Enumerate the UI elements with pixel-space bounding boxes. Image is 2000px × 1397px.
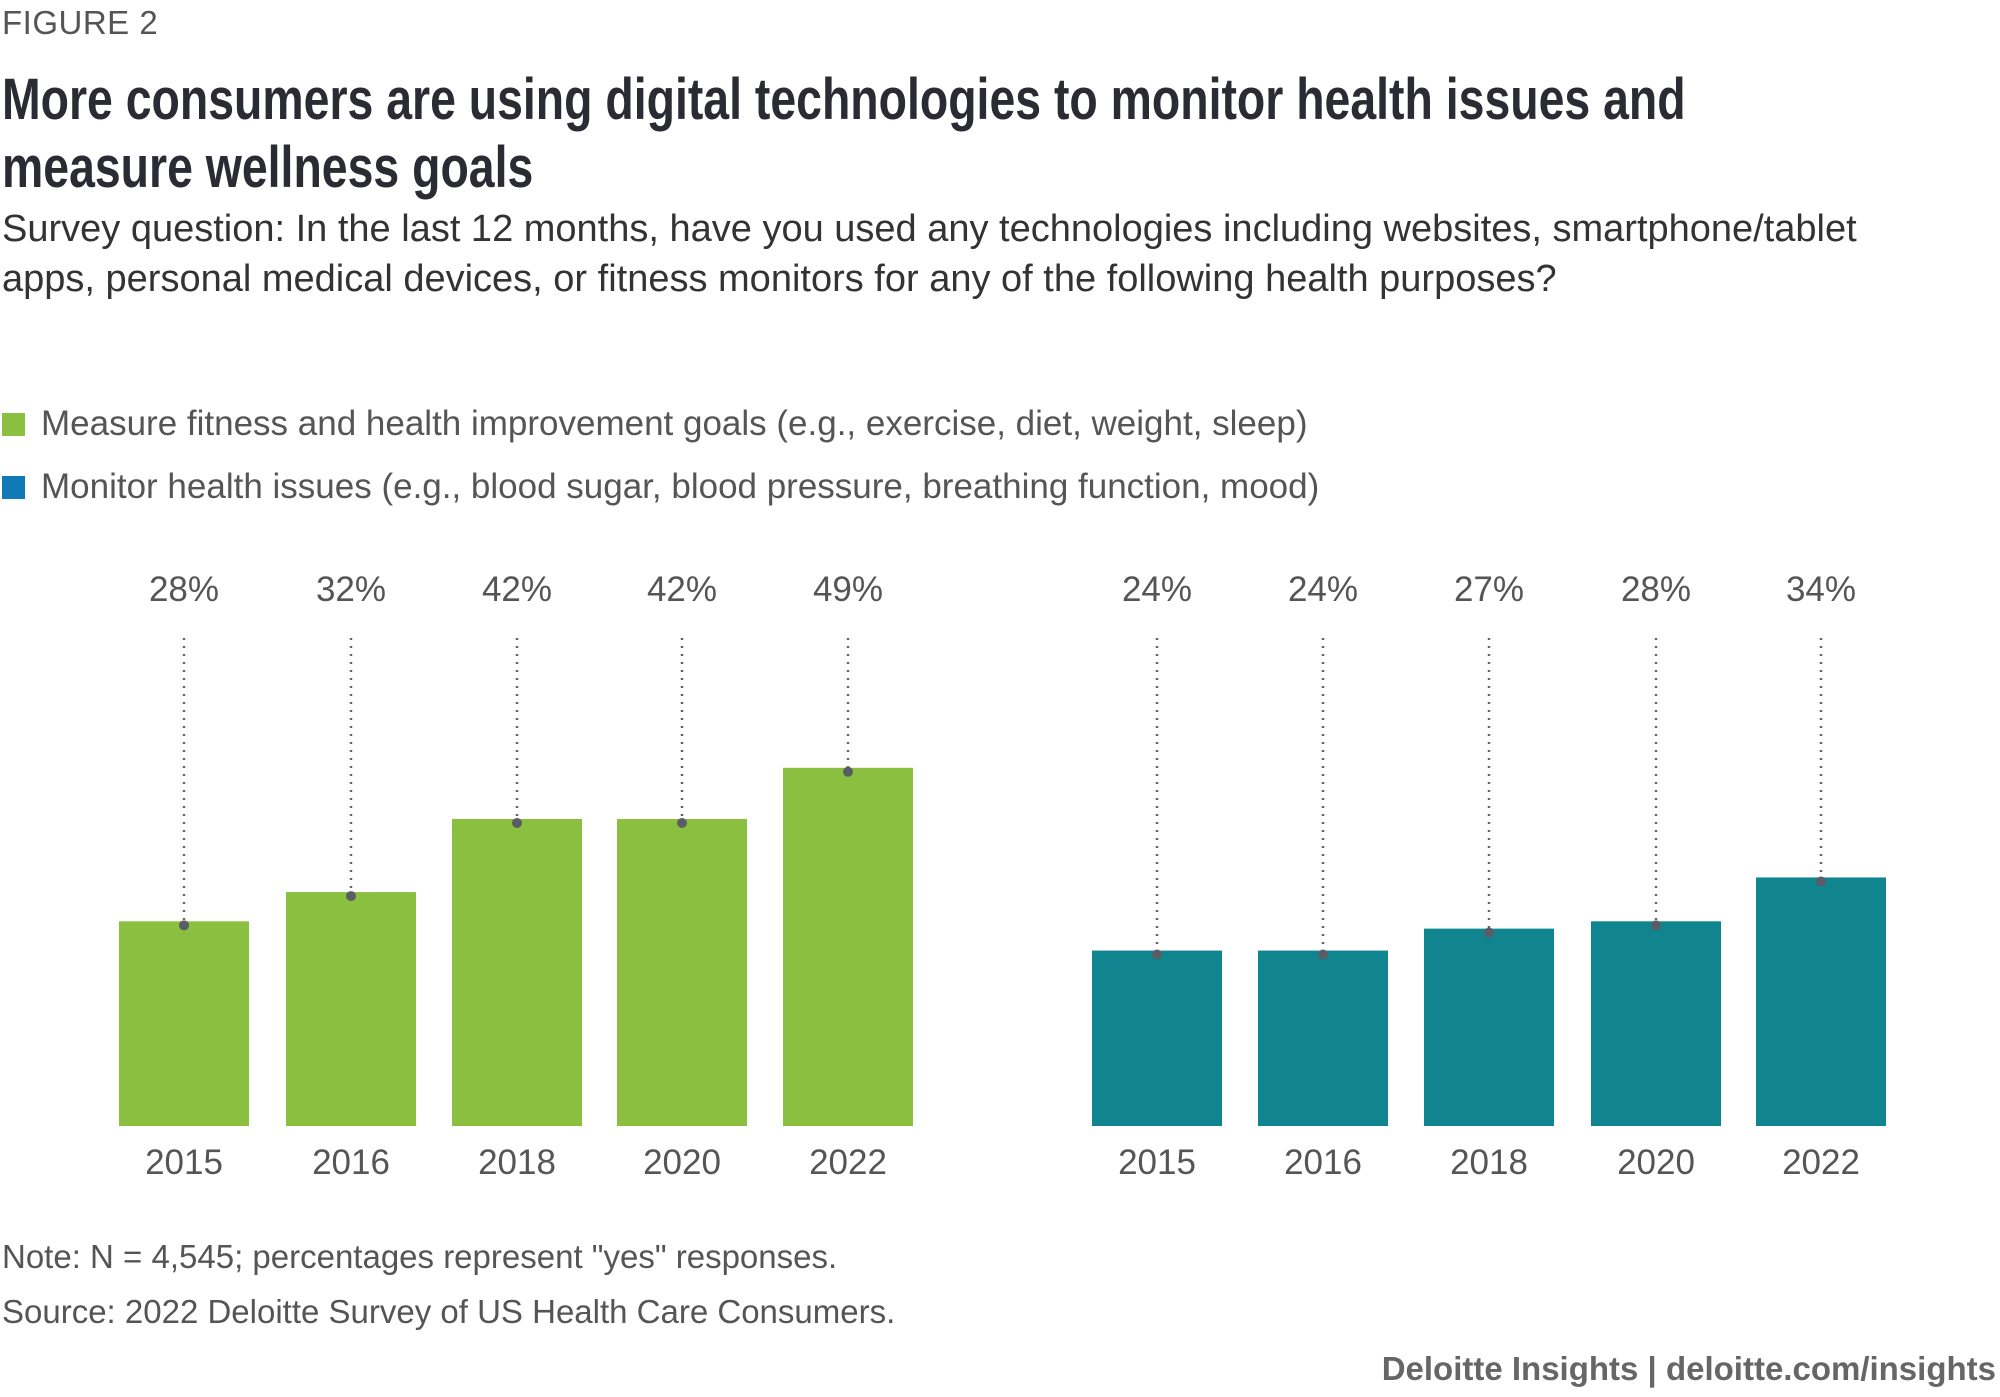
leader-dot — [1484, 927, 1494, 938]
bar — [1424, 928, 1554, 1126]
x-tick-label: 2022 — [809, 1143, 887, 1182]
legend-label: Measure fitness and health improvement g… — [41, 404, 1308, 443]
legend-label: Monitor health issues (e.g., blood sugar… — [41, 467, 1320, 506]
bar — [286, 892, 416, 1126]
bar-chart: 28% 2015 32% 2016 42% 2018 42% 2020 49% 2022 24% 20… — [119, 570, 1886, 1182]
data-label: 24% — [1288, 570, 1358, 609]
bar — [119, 921, 249, 1126]
data-label: 24% — [1122, 570, 1192, 609]
chart-subtitle: Survey question: In the last 12 months, … — [2, 208, 1857, 300]
bar — [452, 818, 582, 1126]
data-label: 27% — [1454, 570, 1524, 609]
x-tick-label: 2018 — [478, 1143, 556, 1182]
leader-dot — [346, 891, 356, 902]
data-label: 28% — [149, 570, 219, 609]
data-label: 34% — [1786, 570, 1856, 609]
leader-dot — [179, 920, 189, 931]
footer-credit: Deloitte Insights | deloitte.com/insight… — [1381, 1350, 1996, 1387]
x-tick-label: 2020 — [1617, 1143, 1695, 1182]
bar — [1258, 950, 1388, 1126]
chart-title: More consumers are using digital technol… — [2, 67, 1686, 200]
legend-item-monitor: Monitor health issues (e.g., blood sugar… — [2, 467, 1319, 507]
legend-swatch-blue — [2, 475, 25, 499]
x-tick-label: 2015 — [1118, 1143, 1196, 1182]
leader-dot — [1152, 949, 1162, 960]
leader-dot — [1816, 876, 1826, 887]
x-tick-label: 2022 — [1782, 1143, 1860, 1182]
data-label: 49% — [813, 570, 883, 609]
source: Source: 2022 Deloitte Survey of US Healt… — [2, 1293, 896, 1330]
x-tick-label: 2015 — [145, 1143, 223, 1182]
x-tick-label: 2016 — [1284, 1143, 1362, 1182]
legend-item-fitness: Measure fitness and health improvement g… — [2, 404, 1307, 444]
bar — [1591, 921, 1721, 1126]
x-tick-label: 2018 — [1450, 1143, 1528, 1182]
note: Note: N = 4,545; percentages represent "… — [2, 1238, 838, 1275]
x-tick-label: 2016 — [312, 1143, 390, 1182]
data-label: 32% — [316, 570, 386, 609]
leader-dot — [512, 817, 522, 828]
leader-dot — [677, 817, 687, 828]
bar — [617, 818, 747, 1126]
bar — [1092, 950, 1222, 1126]
data-label: 28% — [1621, 570, 1691, 609]
leader-dot — [1651, 920, 1661, 931]
figure-label: FIGURE 2 — [2, 4, 159, 41]
leader-dot — [843, 766, 853, 777]
data-label: 42% — [647, 570, 717, 609]
leader-dot — [1318, 949, 1328, 960]
legend-swatch-green — [2, 412, 25, 436]
bar — [1756, 877, 1886, 1126]
x-tick-label: 2020 — [643, 1143, 721, 1182]
bar — [783, 767, 913, 1126]
data-label: 42% — [482, 570, 552, 609]
